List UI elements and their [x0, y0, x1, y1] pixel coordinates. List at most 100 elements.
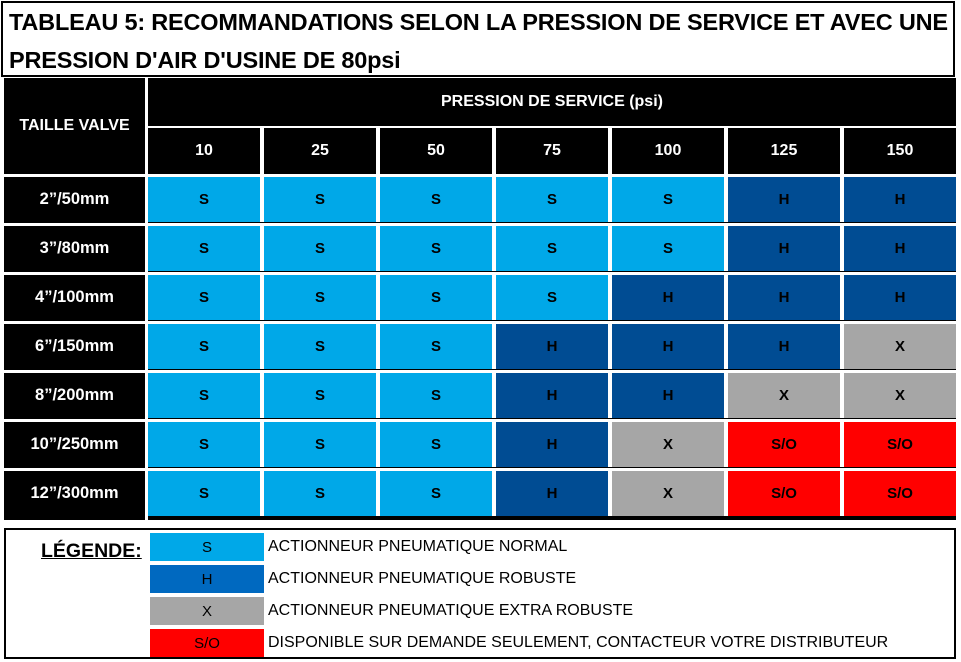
- grid-line: [840, 373, 844, 418]
- table-cell: S/O: [844, 471, 956, 516]
- table-cell: S: [264, 177, 376, 222]
- grid-line: [608, 226, 612, 271]
- table-cell: S: [612, 177, 724, 222]
- grid-line: [608, 177, 612, 222]
- page-title-line-1: TABLEAU 5: RECOMMANDATIONS SELON LA PRES…: [9, 9, 948, 35]
- row-label: 12”/300mm: [4, 471, 145, 516]
- grid-line: [492, 471, 496, 516]
- table-cell: S: [264, 471, 376, 516]
- grid-line: [4, 223, 956, 226]
- grid-line: [260, 226, 264, 271]
- grid-line: [376, 422, 380, 467]
- table-cell: H: [496, 324, 608, 369]
- grid-line: [4, 321, 956, 324]
- legend-description: ACTIONNEUR PNEUMATIQUE EXTRA ROBUSTE: [268, 602, 634, 619]
- row-label: 3”/80mm: [4, 226, 145, 271]
- grid-line: [492, 422, 496, 467]
- table-cell: H: [496, 422, 608, 467]
- table-cell: H: [612, 275, 724, 320]
- table-cell: S: [264, 373, 376, 418]
- grid-line: [724, 226, 728, 271]
- grid-line: [4, 468, 956, 471]
- grid-line: [492, 177, 496, 222]
- legend-description: ACTIONNEUR PNEUMATIQUE ROBUSTE: [268, 570, 577, 587]
- table-cell: H: [496, 373, 608, 418]
- column-header: 125: [728, 128, 840, 174]
- grid-line: [608, 422, 612, 467]
- table-cell: S: [148, 373, 260, 418]
- table-cell: S: [612, 226, 724, 271]
- title-box: TABLEAU 5: RECOMMANDATIONS SELON LA PRES…: [1, 1, 955, 77]
- grid-line: [608, 275, 612, 320]
- column-header: 100: [612, 128, 724, 174]
- table-cell: S: [496, 275, 608, 320]
- table-cell: S: [264, 275, 376, 320]
- grid-line: [724, 422, 728, 467]
- grid-line: [724, 177, 728, 222]
- table-cell: S: [148, 422, 260, 467]
- table-cell: S: [380, 471, 492, 516]
- table-cell: S: [380, 226, 492, 271]
- grid-line: [840, 422, 844, 467]
- table-cell: S: [264, 422, 376, 467]
- grid-line: [4, 174, 956, 177]
- row-label: 2”/50mm: [4, 177, 145, 222]
- grid-line: [608, 324, 612, 369]
- grid-line: [260, 177, 264, 222]
- grid-line: [492, 226, 496, 271]
- column-header: 75: [496, 128, 608, 174]
- grid-line: [260, 422, 264, 467]
- row-header: TAILLE VALVE: [4, 78, 145, 174]
- table-cell: S/O: [844, 422, 956, 467]
- legend-swatch: S: [150, 533, 264, 561]
- table-cell: S: [496, 177, 608, 222]
- grid-line: [376, 226, 380, 271]
- grid-line: [260, 128, 264, 174]
- table-cell: S/O: [728, 471, 840, 516]
- grid-line: [840, 471, 844, 516]
- row-label: 4”/100mm: [4, 275, 145, 320]
- table-cell: S: [264, 226, 376, 271]
- grid-line: [724, 275, 728, 320]
- table-cell: H: [612, 373, 724, 418]
- grid-line: [376, 275, 380, 320]
- table-cell: S: [148, 275, 260, 320]
- table-cell: X: [612, 422, 724, 467]
- column-header: 25: [264, 128, 376, 174]
- legend-description: ACTIONNEUR PNEUMATIQUE NORMAL: [268, 538, 568, 555]
- table-cell: S: [380, 177, 492, 222]
- table-cell: S/O: [728, 422, 840, 467]
- legend-swatch: S/O: [150, 629, 264, 657]
- grid-line: [840, 128, 844, 174]
- table-cell: S: [148, 324, 260, 369]
- table-cell: X: [844, 324, 956, 369]
- grid-line: [376, 373, 380, 418]
- table-cell: H: [728, 324, 840, 369]
- legend-title: LÉGENDE:: [41, 540, 142, 562]
- table-cell: H: [844, 275, 956, 320]
- table-cell: S: [380, 324, 492, 369]
- grid-line: [148, 126, 956, 128]
- table-cell: H: [844, 177, 956, 222]
- table-cell: H: [728, 177, 840, 222]
- table-cell: H: [728, 226, 840, 271]
- column-header: 10: [148, 128, 260, 174]
- grid-line: [145, 78, 148, 520]
- grid-line: [724, 471, 728, 516]
- grid-line: [376, 128, 380, 174]
- table-cell: H: [612, 324, 724, 369]
- table-cell: X: [612, 471, 724, 516]
- recommendation-table: TAILLE VALVE PRESSION DE SERVICE (psi) 10 2…: [4, 78, 956, 520]
- grid-line: [840, 177, 844, 222]
- column-header: 50: [380, 128, 492, 174]
- table-cell: H: [844, 226, 956, 271]
- grid-line: [492, 275, 496, 320]
- legend-swatch: H: [150, 565, 264, 593]
- grid-line: [724, 324, 728, 369]
- grid-line: [492, 324, 496, 369]
- grid-line: [260, 275, 264, 320]
- grid-line: [492, 373, 496, 418]
- grid-line: [260, 324, 264, 369]
- legend: LÉGENDE: S ACTIONNEUR PNEUMATIQUE NORMAL H…: [4, 528, 956, 659]
